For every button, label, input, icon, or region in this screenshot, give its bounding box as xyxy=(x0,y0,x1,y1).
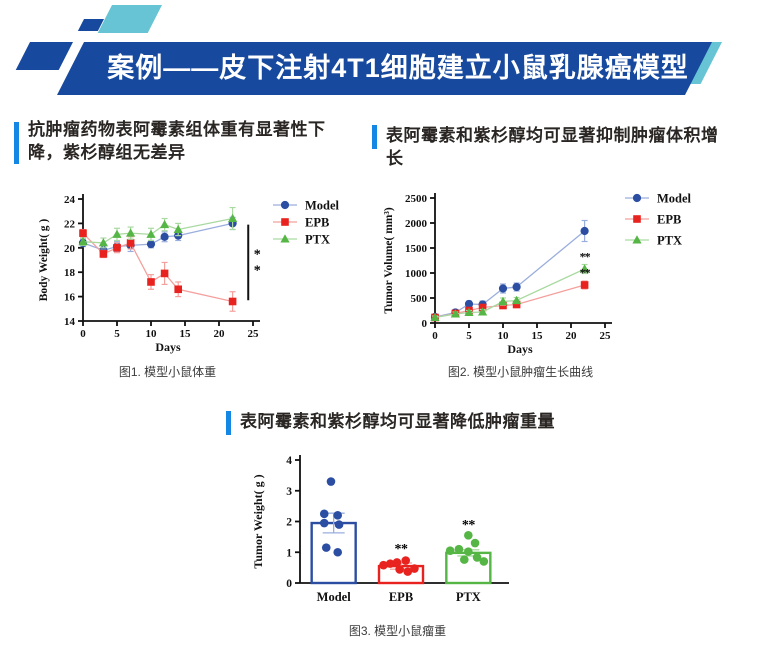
svg-text:10: 10 xyxy=(146,328,158,340)
x-axis-label: Days xyxy=(507,342,533,356)
svg-text:0: 0 xyxy=(422,318,428,330)
body-weight-chart-container: 14 16 18 20 22 24 Body Weight( g ) 0 5 10 15 20 25 Da… xyxy=(35,183,355,360)
mid-section-title: 表阿霉素和紫杉醇均可显著降低肿瘤重量 xyxy=(240,412,555,431)
tick-labels: 0 1 2 3 4 Tumor Weight( g ) Model EPB PTX xyxy=(251,455,481,604)
figure2-caption: 图2. 模型小鼠肿瘤生长曲线 xyxy=(447,365,594,379)
svg-text:5: 5 xyxy=(114,328,120,340)
significance-label: ** xyxy=(462,518,476,533)
series-EPB xyxy=(79,228,237,312)
category-label: Model xyxy=(317,590,352,604)
legend-label: Model xyxy=(657,192,692,206)
svg-text:25: 25 xyxy=(248,328,260,340)
axes xyxy=(78,194,260,326)
left-title-line1: 抗肿瘤药物表阿霉素组体重有显著性下 xyxy=(28,120,326,139)
svg-text:5: 5 xyxy=(466,330,472,342)
bar-group-Model xyxy=(310,477,357,585)
tumor-volume-chart: 0 500 1000 1500 2000 2500 Tumor Volume( mm³) 0 5… xyxy=(383,192,692,357)
significance-label: ** xyxy=(580,266,591,280)
left-title-line2: 降，紫杉醇组无差异 xyxy=(28,143,186,163)
right-section-title: 表阿霉素和紫杉醇均可显著抑制肿瘤体积增长 xyxy=(386,126,719,169)
left-section-title: 抗肿瘤药物表阿霉素组体重有显著性下 降，紫杉醇组无差异 xyxy=(28,118,358,165)
tick-labels: 0 500 1000 1500 2000 2500 Tumor Volume( mm³) 0 5… xyxy=(383,193,611,356)
legend-label: PTX xyxy=(657,234,682,248)
category-label: EPB xyxy=(389,590,413,604)
significance-bracket: ** xyxy=(247,224,261,301)
svg-text:20: 20 xyxy=(64,243,76,255)
page-title: 案例——皮下注射4T1细胞建立小鼠乳腺癌模型 xyxy=(107,53,689,83)
bar-group-PTX: ** xyxy=(445,518,492,585)
svg-text:20: 20 xyxy=(214,328,226,340)
significance-label: ** xyxy=(580,250,591,264)
series-Model xyxy=(430,219,589,322)
legend-label: EPB xyxy=(305,216,329,230)
series-PTX xyxy=(430,263,590,321)
svg-text:*: * xyxy=(254,263,261,278)
svg-text:24: 24 xyxy=(64,194,76,206)
svg-text:18: 18 xyxy=(64,267,76,279)
bar-group-EPB: ** xyxy=(377,542,425,585)
svg-text:15: 15 xyxy=(532,330,544,342)
legend-label: EPB xyxy=(657,213,681,227)
svg-text:0: 0 xyxy=(286,578,292,590)
banner-deco-teal-parallelogram xyxy=(97,5,162,33)
svg-text:0: 0 xyxy=(80,328,86,340)
y-axis-label: Tumor Volume( mm³) xyxy=(383,207,395,313)
body-weight-chart: 14 16 18 20 22 24 Body Weight( g ) 0 5 10 15 20 25 Da… xyxy=(38,194,340,354)
legend: Model EPB PTX xyxy=(273,199,340,247)
svg-text:2: 2 xyxy=(286,517,292,529)
svg-text:14: 14 xyxy=(64,316,76,328)
svg-text:25: 25 xyxy=(600,330,612,342)
svg-text:*: * xyxy=(254,247,261,262)
svg-text:500: 500 xyxy=(411,293,428,305)
figure3-caption: 图3. 模型小鼠瘤重 xyxy=(348,624,447,638)
y-axis-label: Body Weight( g ) xyxy=(38,219,50,302)
left-title-accent-bar xyxy=(14,122,19,164)
svg-text:2000: 2000 xyxy=(405,218,428,230)
significance-label: ** xyxy=(395,542,409,557)
tumor-weight-chart-container: 0 1 2 3 4 Tumor Weight( g ) Model EPB PTX ** ** xyxy=(250,448,520,618)
svg-text:20: 20 xyxy=(566,330,578,342)
tumor-weight-chart: 0 1 2 3 4 Tumor Weight( g ) Model EPB PTX ** ** xyxy=(251,455,509,604)
right-title-accent-bar xyxy=(372,125,377,149)
svg-text:15: 15 xyxy=(180,328,192,340)
svg-text:10: 10 xyxy=(498,330,510,342)
x-axis-label: Days xyxy=(155,340,181,354)
series-PTX xyxy=(78,206,238,249)
svg-text:16: 16 xyxy=(64,292,76,304)
mid-title-accent-bar xyxy=(226,411,231,435)
banner-deco-left-parallelogram xyxy=(15,42,73,70)
tumor-volume-chart-container: 0 500 1000 1500 2000 2500 Tumor Volume( mm³) 0 5… xyxy=(380,178,715,363)
legend: Model EPB PTX xyxy=(625,192,692,248)
svg-text:2500: 2500 xyxy=(405,193,428,205)
category-label: PTX xyxy=(456,590,481,604)
tick-labels: 14 16 18 20 22 24 Body Weight( g ) 0 5 10 15 20 25 Da… xyxy=(38,194,259,354)
axes xyxy=(430,193,612,328)
svg-text:1500: 1500 xyxy=(405,243,428,255)
y-axis-label: Tumor Weight( g ) xyxy=(251,474,265,568)
svg-text:0: 0 xyxy=(432,330,438,342)
legend-label: PTX xyxy=(305,233,330,247)
svg-text:22: 22 xyxy=(64,218,76,230)
svg-text:1000: 1000 xyxy=(405,268,428,280)
svg-text:1: 1 xyxy=(286,547,292,559)
figure1-caption: 图1. 模型小鼠体重 xyxy=(118,365,217,379)
legend-label: Model xyxy=(305,199,340,213)
svg-text:4: 4 xyxy=(286,455,292,467)
svg-text:3: 3 xyxy=(286,486,292,498)
